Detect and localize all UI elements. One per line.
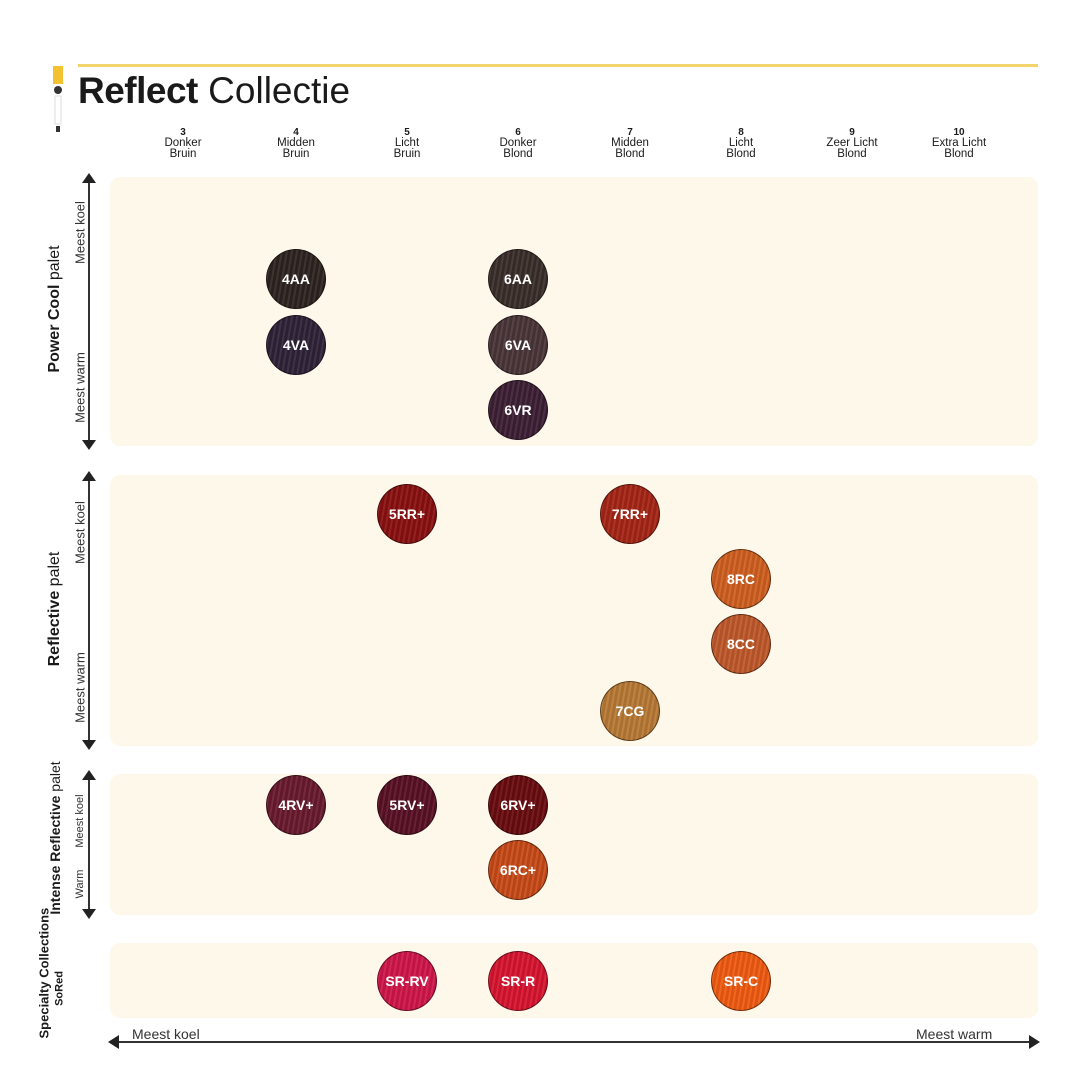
swatch-code: 4VA xyxy=(282,337,310,353)
level-number: 3 xyxy=(180,127,186,138)
swatch-code: 5RR+ xyxy=(388,506,426,522)
swatch-7rr-plus[interactable]: 7RR+ xyxy=(600,484,660,544)
swatch-code: 6AA xyxy=(503,271,532,287)
swatch-code: 7RR+ xyxy=(611,506,649,522)
swatch-code: 5RV+ xyxy=(389,797,425,813)
column-header-9: 9 Zeer Licht Blond xyxy=(797,127,907,160)
column-header-8: 8 Licht Blond xyxy=(686,127,796,160)
level-name: Licht xyxy=(728,137,754,149)
column-header-10: 10 Extra Licht Blond xyxy=(904,127,1014,160)
swatch-4va[interactable]: 4VA xyxy=(266,315,326,375)
cool-label: Meest koel xyxy=(72,201,88,264)
level-number: 10 xyxy=(953,127,965,138)
level-name: Licht xyxy=(394,137,420,149)
page-title: Reflect Collectie xyxy=(78,70,350,112)
arrow-right-icon xyxy=(1029,1035,1040,1049)
arrow-up-icon xyxy=(82,173,96,183)
level-name: Blond xyxy=(503,148,533,160)
palette-label-specialty: Specialty Collections SoRed xyxy=(36,907,66,1039)
swatch-code: SR-RV xyxy=(385,973,429,989)
swatch-6rc-plus[interactable]: 6RC+ xyxy=(488,840,548,900)
swatch-code: 6VR xyxy=(504,402,532,418)
column-header-7: 7 Midden Blond xyxy=(575,127,685,160)
swatch-7cg[interactable]: 7CG xyxy=(600,681,660,741)
vertical-arrow xyxy=(88,480,90,740)
swatch-code: 4RV+ xyxy=(278,797,314,813)
swatch-8cc[interactable]: 8CC xyxy=(711,614,771,674)
swatch-sr-r[interactable]: SR-R xyxy=(488,951,548,1011)
level-name: Midden xyxy=(277,137,315,149)
swatch-5rv-plus[interactable]: 5RV+ xyxy=(377,775,437,835)
swatch-code: 6RV+ xyxy=(500,797,536,813)
arrow-down-icon xyxy=(82,909,96,919)
title-light: Collectie xyxy=(208,70,351,111)
swatch-8rc[interactable]: 8RC xyxy=(711,549,771,609)
swatch-6va[interactable]: 6VA xyxy=(488,315,548,375)
axis-label-warm: Meest warm xyxy=(916,1026,993,1042)
panel-power-cool xyxy=(110,177,1038,446)
swatch-6rv-plus[interactable]: 6RV+ xyxy=(488,775,548,835)
swatch-6vr[interactable]: 6VR xyxy=(488,380,548,440)
arrow-up-icon xyxy=(82,471,96,481)
swatch-code: 7CG xyxy=(615,703,645,719)
level-number: 9 xyxy=(849,127,855,138)
arrow-left-icon xyxy=(108,1035,119,1049)
panel-intense-reflective xyxy=(110,774,1038,915)
level-name: Blond xyxy=(615,148,645,160)
swatch-4aa[interactable]: 4AA xyxy=(266,249,326,309)
level-name: Bruin xyxy=(393,148,421,160)
level-name: Blond xyxy=(726,148,756,160)
level-name: Bruin xyxy=(169,148,197,160)
panel-specialty xyxy=(110,943,1038,1018)
level-name: Extra Licht xyxy=(931,137,987,149)
level-number: 8 xyxy=(738,127,744,138)
axis-label-cool: Meest koel xyxy=(132,1026,200,1042)
level-name: Blond xyxy=(837,148,867,160)
panel-reflective xyxy=(110,475,1038,746)
column-header-4: 4 Midden Bruin xyxy=(241,127,351,160)
column-header-5: 5 Licht Bruin xyxy=(352,127,462,160)
arrow-up-icon xyxy=(82,770,96,780)
level-name: Midden xyxy=(611,137,649,149)
vertical-arrow xyxy=(88,779,90,909)
level-name: Blond xyxy=(944,148,974,160)
color-tube-icon xyxy=(53,66,63,132)
swatch-code: 8RC xyxy=(726,571,755,587)
swatch-code: 6VA xyxy=(504,337,532,353)
level-number: 6 xyxy=(515,127,521,138)
swatch-5rr-plus[interactable]: 5RR+ xyxy=(377,484,437,544)
palette-label-power-cool: Power Cool palet xyxy=(46,245,63,373)
level-name: Donker xyxy=(164,137,202,149)
level-number: 4 xyxy=(293,127,299,138)
swatch-code: 8CC xyxy=(726,636,755,652)
swatch-6aa[interactable]: 6AA xyxy=(488,249,548,309)
level-name: Zeer Licht xyxy=(826,137,878,149)
cool-label: Meest koel xyxy=(72,501,88,564)
warm-label: Meest warm xyxy=(72,352,88,423)
vertical-arrow xyxy=(88,182,90,440)
header-rule xyxy=(78,64,1038,67)
level-name: Donker xyxy=(499,137,537,149)
swatch-code: SR-C xyxy=(723,973,759,989)
swatch-4rv-plus[interactable]: 4RV+ xyxy=(266,775,326,835)
palette-label-reflective: Reflective palet xyxy=(46,551,63,667)
palette-label-intense: Intense Reflective palet xyxy=(47,761,63,915)
swatch-sr-c[interactable]: SR-C xyxy=(711,951,771,1011)
swatch-code: SR-R xyxy=(500,973,536,989)
horizontal-arrow xyxy=(118,1041,1030,1043)
level-name: Bruin xyxy=(282,148,310,160)
swatch-code: 6RC+ xyxy=(499,862,537,878)
warm-label: Meest warm xyxy=(72,652,88,723)
column-header-3: 3 Donker Bruin xyxy=(128,127,238,160)
arrow-down-icon xyxy=(82,440,96,450)
column-header-6: 6 Donker Blond xyxy=(463,127,573,160)
arrow-down-icon xyxy=(82,740,96,750)
title-bold: Reflect xyxy=(78,70,198,111)
swatch-code: 4AA xyxy=(281,271,310,287)
level-number: 7 xyxy=(627,127,633,138)
swatch-sr-rv[interactable]: SR-RV xyxy=(377,951,437,1011)
level-number: 5 xyxy=(404,127,410,138)
